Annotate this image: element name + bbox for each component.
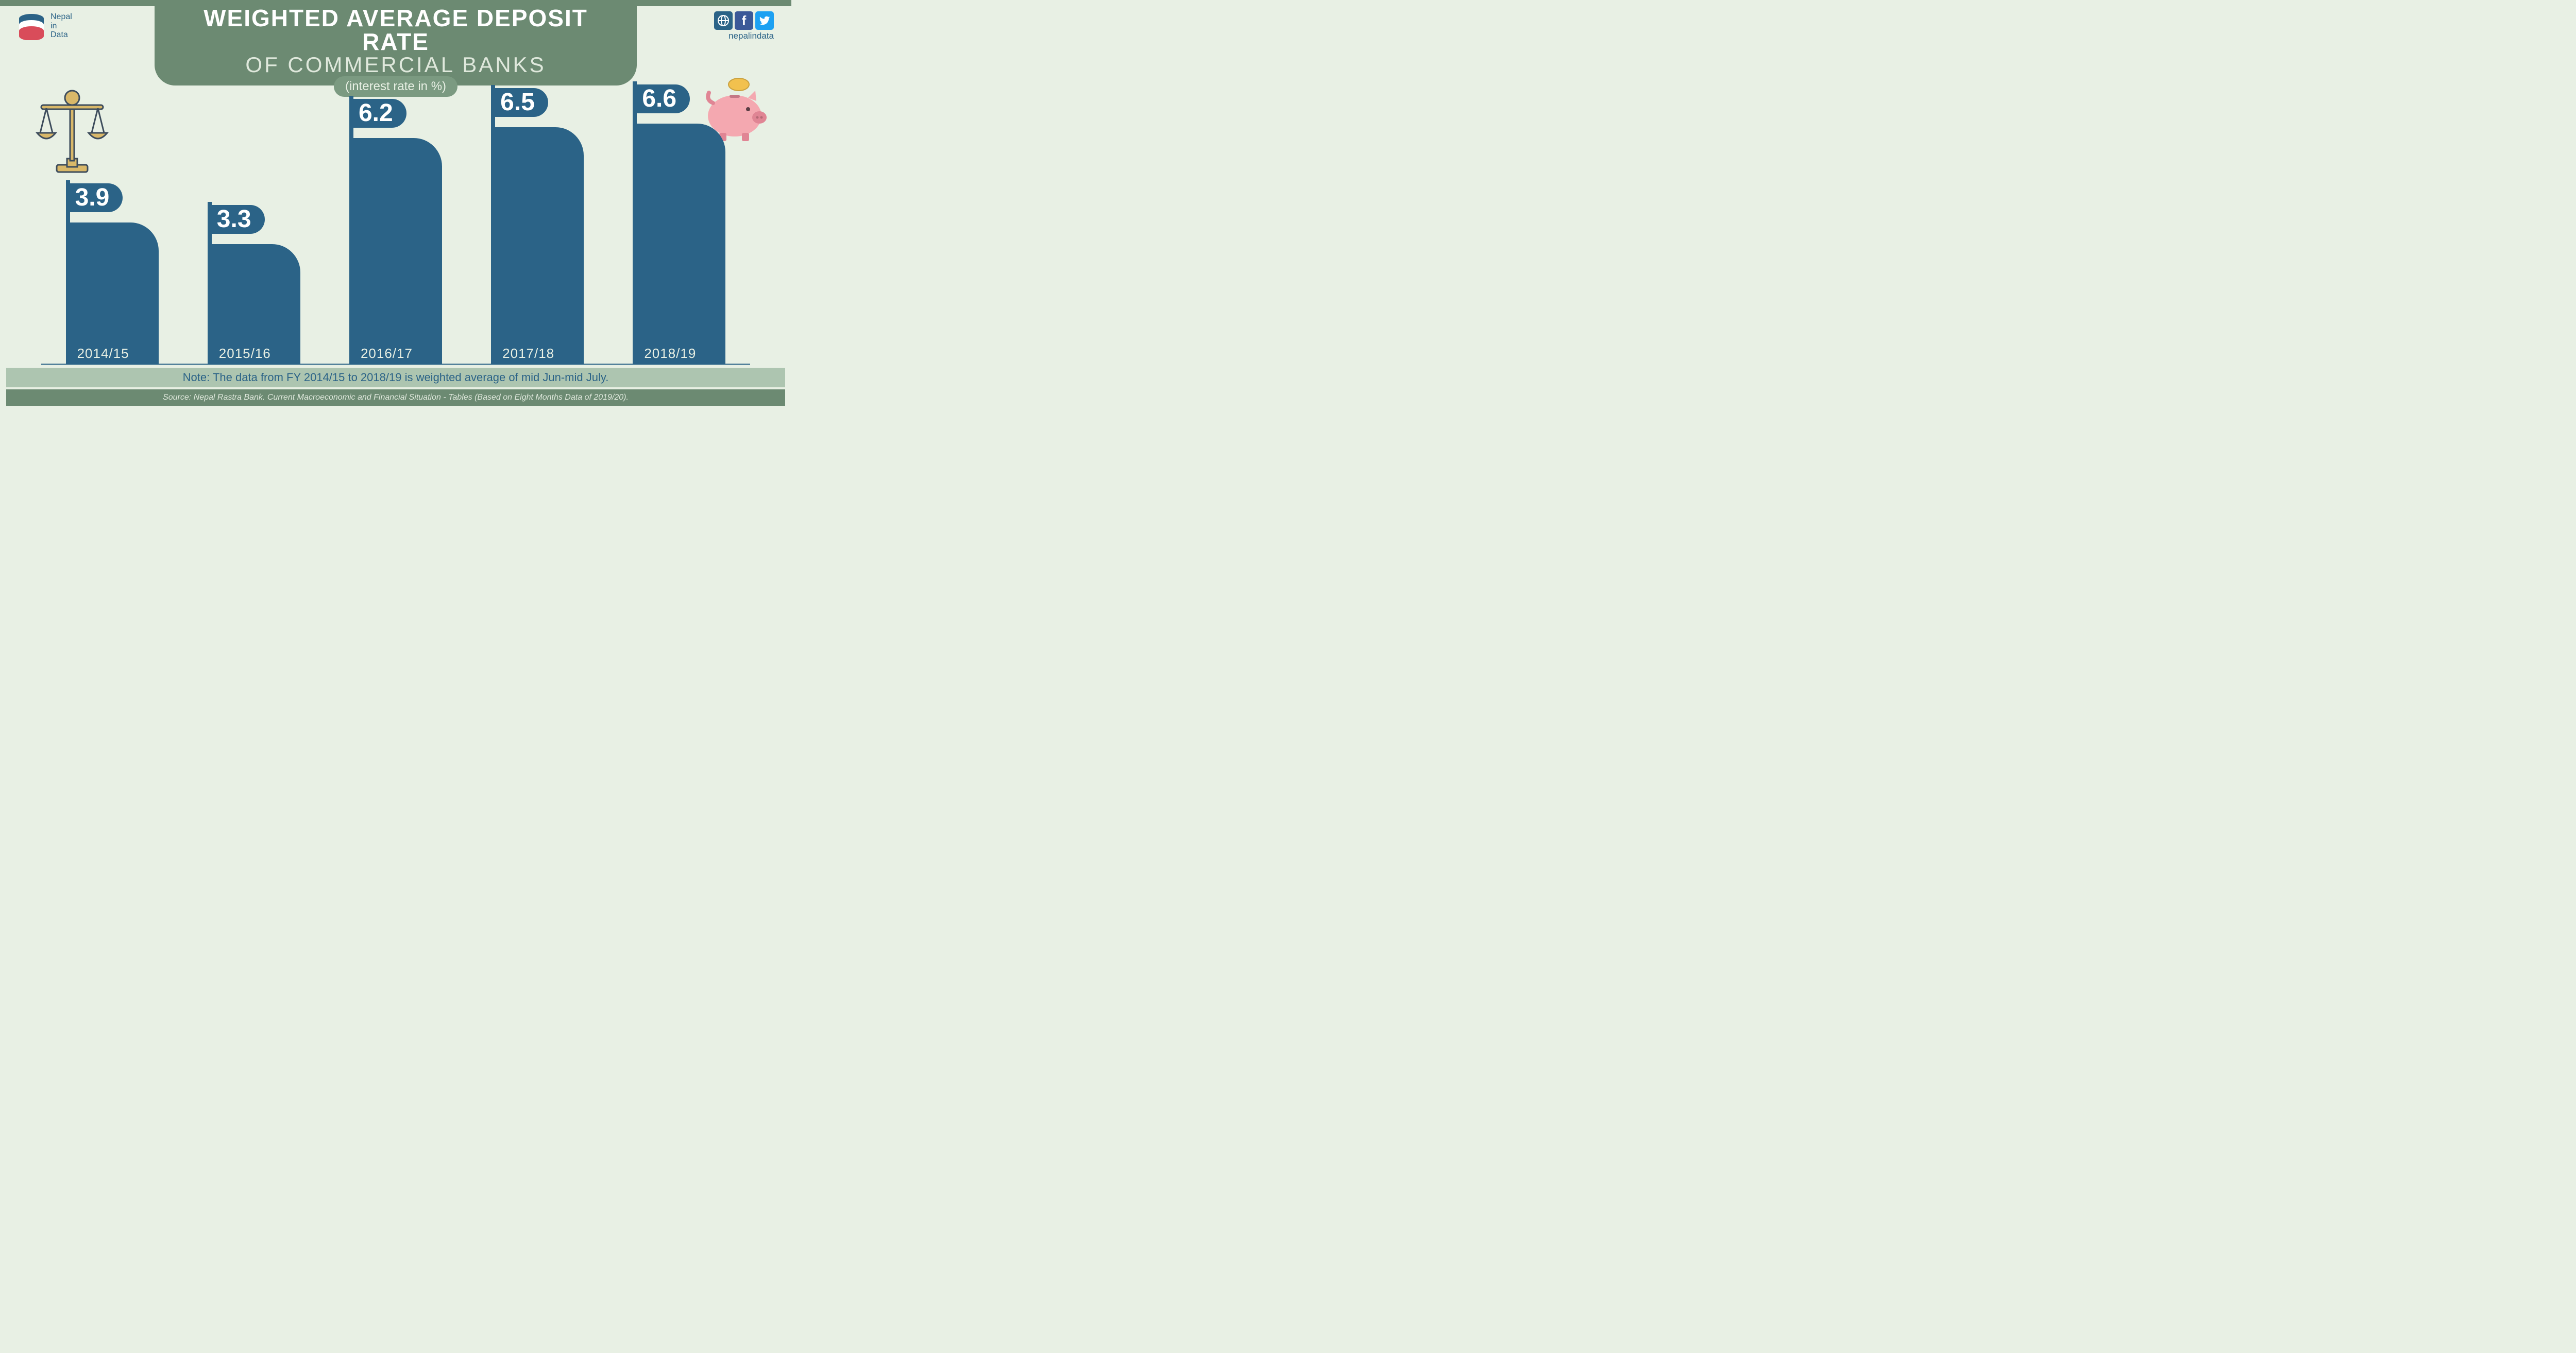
database-icon xyxy=(18,12,45,40)
bar-category-label: 2017/18 xyxy=(502,346,554,362)
bar-body: 2018/19 xyxy=(633,124,725,365)
logo-line3: Data xyxy=(50,30,72,40)
title-main: WEIGHTED AVERAGE DEPOSIT RATE xyxy=(175,6,616,54)
brand-logo: Nepal in Data xyxy=(18,12,72,40)
bar-value-flag: 6.5 xyxy=(491,88,548,117)
social-handle: nepalindata xyxy=(714,31,774,41)
logo-line1: Nepal xyxy=(50,12,72,22)
bar-value-flag: 6.6 xyxy=(633,84,690,113)
bar-slot: 6.5 2017/18 xyxy=(491,67,584,365)
bar-category-label: 2014/15 xyxy=(77,346,129,362)
logo-line2: in xyxy=(50,22,72,31)
bar-value-flag: 6.2 xyxy=(349,99,406,128)
facebook-icon[interactable]: f xyxy=(735,11,753,30)
bar-value-flag: 3.3 xyxy=(208,205,265,234)
globe-icon[interactable] xyxy=(714,11,733,30)
bars-row: 3.9 2014/15 3.3 2015/16 6.2 2016/17 6.5 2017/18… xyxy=(41,67,750,365)
bar-slot: 6.2 2016/17 xyxy=(349,67,442,365)
bar-slot: 6.6 2018/19 xyxy=(633,67,725,365)
bar-value-flag: 3.9 xyxy=(66,183,123,212)
twitter-icon[interactable] xyxy=(755,11,774,30)
social-block: f nepalindata xyxy=(714,11,774,41)
source-bar: Source: Nepal Rastra Bank. Current Macro… xyxy=(6,389,785,406)
bar-body: 2016/17 xyxy=(349,138,442,365)
bar-body: 2015/16 xyxy=(208,244,300,365)
bar-category-label: 2018/19 xyxy=(644,346,696,362)
chart-area: 3.9 2014/15 3.3 2015/16 6.2 2016/17 6.5 2017/18… xyxy=(41,67,750,365)
bar-category-label: 2016/17 xyxy=(361,346,413,362)
bar-slot: 3.9 2014/15 xyxy=(66,67,159,365)
note-bar: Note: The data from FY 2014/15 to 2018/1… xyxy=(6,368,785,387)
bar-slot: 3.3 2015/16 xyxy=(208,67,300,365)
brand-logo-text: Nepal in Data xyxy=(50,12,72,40)
chart-baseline xyxy=(41,364,750,365)
bar-body: 2017/18 xyxy=(491,127,584,365)
social-icons-row: f xyxy=(714,11,774,30)
bar-category-label: 2015/16 xyxy=(219,346,271,362)
bar-body: 2014/15 xyxy=(66,222,159,365)
